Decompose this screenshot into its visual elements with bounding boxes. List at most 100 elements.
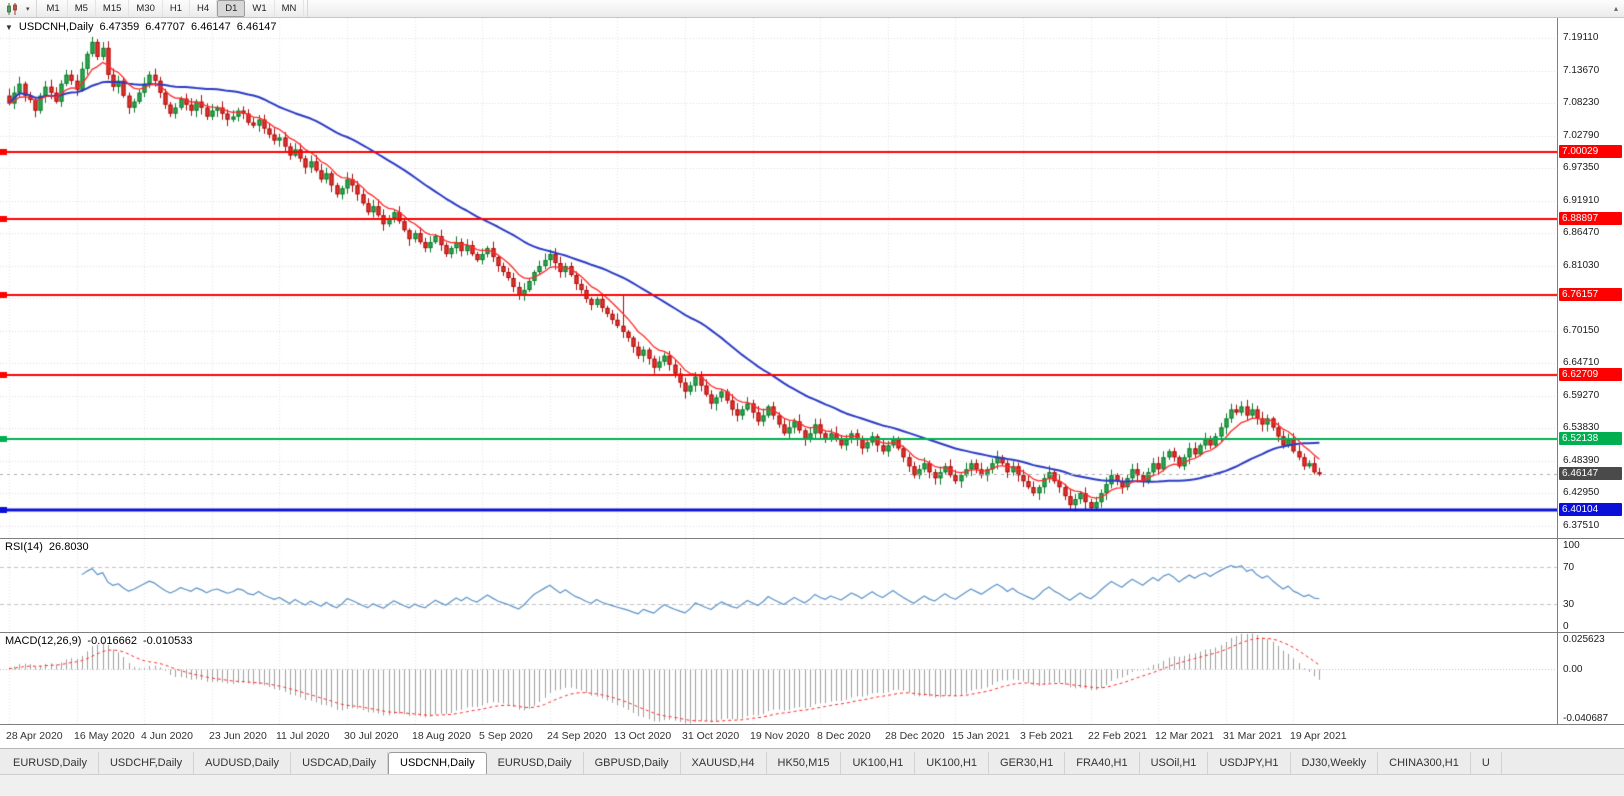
chart-tab-uk100-h1[interactable]: UK100,H1 <box>841 752 916 774</box>
chart-tab-ger30-h1[interactable]: GER30,H1 <box>989 752 1066 774</box>
chart-tab-usdchf-daily[interactable]: USDCHF,Daily <box>99 752 195 774</box>
date-label: 23 Jun 2020 <box>209 730 267 742</box>
chart-tabs-bar: EURUSD,Daily USDCHF,Daily AUDUSD,Daily USDC… <box>0 748 1624 774</box>
date-label: 28 Dec 2020 <box>885 730 945 742</box>
chart-tab-eurusd-daily[interactable]: EURUSD,Daily <box>2 752 99 774</box>
date-label: 19 Nov 2020 <box>750 730 810 742</box>
date-label: 15 Jan 2021 <box>952 730 1010 742</box>
date-label: 3 Feb 2021 <box>1020 730 1074 742</box>
chart-tab-gbpusd-daily[interactable]: GBPUSD,Daily <box>584 752 681 774</box>
chart-tab-hk50-m15[interactable]: HK50,M15 <box>767 752 842 774</box>
price-tick: 6.59270 <box>1563 389 1600 401</box>
rsi-tick: 30 <box>1563 599 1575 611</box>
chart-tab-audusd-daily[interactable]: AUDUSD,Daily <box>194 752 292 774</box>
price-level-badge: 6.88897 <box>1559 211 1622 225</box>
price-level-badge: 6.52138 <box>1559 431 1622 445</box>
macd-name: MACD(12,26,9) <box>5 635 82 647</box>
date-label: 31 Mar 2021 <box>1223 730 1282 742</box>
price-tick: 6.42950 <box>1563 487 1600 499</box>
candlestick-chart-icon[interactable] <box>3 2 23 15</box>
chart-dropdown-icon[interactable]: ▼ <box>5 22 13 32</box>
timeframe-m5-button[interactable]: M5 <box>68 0 96 17</box>
chart-tab-usdcad-daily[interactable]: USDCAD,Daily <box>291 752 389 774</box>
chart-tab-xauusd-h4[interactable]: XAUUSD,H4 <box>681 752 767 774</box>
rsi-label: RSI(14) 26.8030 <box>5 541 89 553</box>
macd-tick: -0.040687 <box>1563 713 1609 724</box>
price-tick: 6.70150 <box>1563 324 1600 336</box>
chart-type-dropdown-icon[interactable]: ▾ <box>26 5 30 13</box>
macd-main-value: -0.016662 <box>87 635 137 647</box>
date-label: 16 May 2020 <box>74 730 135 742</box>
date-label: 22 Feb 2021 <box>1088 730 1147 742</box>
chart-tab-fra40-h1[interactable]: FRA40,H1 <box>1065 752 1140 774</box>
price-chart-canvas[interactable] <box>0 18 1557 538</box>
date-label: 24 Sep 2020 <box>547 730 607 742</box>
close-value: 6.46147 <box>236 21 277 33</box>
chart-tab-usoil-h1[interactable]: USOil,H1 <box>1140 752 1209 774</box>
chart-tab-usdjpy-h1[interactable]: USDJPY,H1 <box>1208 752 1291 774</box>
date-label: 30 Jul 2020 <box>344 730 399 742</box>
chart-tab-usdcnh-daily[interactable]: USDCNH,Daily <box>388 752 487 774</box>
timeframe-buttons: M1 M5 M15 M30 H1 H4 D1 W1 MN <box>37 0 309 17</box>
rsi-pane: RSI(14) 26.8030 100 70 30 0 <box>0 538 1624 632</box>
rsi-plot: RSI(14) 26.8030 <box>0 539 1557 632</box>
time-axis[interactable]: 28 Apr 2020 16 May 2020 4 Jun 2020 23 Jun 2… <box>0 724 1624 748</box>
date-label: 13 Oct 2020 <box>614 730 672 742</box>
open-value: 6.47359 <box>99 21 140 33</box>
chart-type-group: ▾ <box>0 0 37 17</box>
high-value: 6.47707 <box>145 21 186 33</box>
macd-tick: 0.025623 <box>1563 634 1605 645</box>
chart-tab-china300-h1[interactable]: CHINA300,H1 <box>1378 752 1471 774</box>
price-tick: 6.97350 <box>1563 162 1600 174</box>
date-label: 31 Oct 2020 <box>682 730 740 742</box>
price-plot: ▼ USDCNH,Daily 6.47359 6.47707 6.46147 6… <box>0 18 1557 538</box>
macd-pane: MACD(12,26,9) -0.016662 -0.010533 0.0256… <box>0 632 1624 724</box>
timeframe-h4-button[interactable]: H4 <box>190 0 218 17</box>
macd-axis[interactable]: 0.025623 0.00 -0.040687 <box>1557 633 1624 724</box>
price-tick: 7.08230 <box>1563 97 1600 109</box>
rsi-canvas[interactable] <box>0 539 1557 632</box>
chart-title: ▼ USDCNH,Daily 6.47359 6.47707 6.46147 6… <box>5 21 277 33</box>
chart-tab-dj30-weekly[interactable]: DJ30,Weekly <box>1291 752 1379 774</box>
rsi-tick: 0 <box>1563 621 1569 632</box>
price-tick: 6.91910 <box>1563 194 1600 206</box>
price-level-badge: 6.76157 <box>1559 287 1622 301</box>
chart-tab-eurusd-daily[interactable]: EURUSD,Daily <box>487 752 584 774</box>
rsi-axis[interactable]: 100 70 30 0 <box>1557 539 1624 632</box>
macd-canvas[interactable] <box>0 633 1557 724</box>
chart-tab-uk100-h1[interactable]: UK100,H1 <box>915 752 990 774</box>
timeframe-m30-button[interactable]: M30 <box>129 0 163 17</box>
price-pane: ▼ USDCNH,Daily 6.47359 6.47707 6.46147 6… <box>0 18 1624 538</box>
price-tick: 7.13670 <box>1563 64 1600 76</box>
price-tick: 6.37510 <box>1563 519 1600 531</box>
date-label: 5 Sep 2020 <box>479 730 533 742</box>
rsi-tick: 70 <box>1563 561 1575 573</box>
symbol-timeframe-label: USDCNH,Daily <box>18 21 94 33</box>
timeframe-h1-button[interactable]: H1 <box>163 0 191 17</box>
timeframe-w1-button[interactable]: W1 <box>245 0 275 17</box>
low-value: 6.46147 <box>191 21 231 33</box>
price-axis[interactable]: 7.19110 7.13670 7.08230 7.02790 6.97350 6.919… <box>1557 18 1624 538</box>
timeframe-m1-button[interactable]: M1 <box>40 0 68 17</box>
timeframe-d1-button[interactable]: D1 <box>217 0 246 17</box>
macd-label: MACD(12,26,9) -0.016662 -0.010533 <box>5 635 193 647</box>
date-label: 19 Apr 2021 <box>1290 730 1347 742</box>
price-level-badge: 6.40104 <box>1559 503 1622 517</box>
price-tick: 6.53830 <box>1563 422 1600 434</box>
rsi-value: 26.8030 <box>48 541 89 553</box>
price-tick: 6.64710 <box>1563 357 1600 369</box>
rsi-name: RSI(14) <box>5 541 43 553</box>
date-label: 12 Mar 2021 <box>1155 730 1214 742</box>
price-tick: 6.81030 <box>1563 259 1600 271</box>
timeframe-m15-button[interactable]: M15 <box>96 0 130 17</box>
date-label: 28 Apr 2020 <box>6 730 63 742</box>
price-tick: 7.02790 <box>1563 129 1600 141</box>
scroll-up-icon[interactable]: ▴ <box>1613 4 1618 13</box>
chart-tab-u[interactable]: U <box>1471 752 1502 774</box>
date-label: 8 Dec 2020 <box>817 730 871 742</box>
date-label: 18 Aug 2020 <box>412 730 471 742</box>
timeframe-mn-button[interactable]: MN <box>275 0 305 17</box>
timeframe-toolbar: ▾ M1 M5 M15 M30 H1 H4 D1 W1 MN ▴ <box>0 0 1624 18</box>
rsi-tick: 100 <box>1563 540 1580 551</box>
